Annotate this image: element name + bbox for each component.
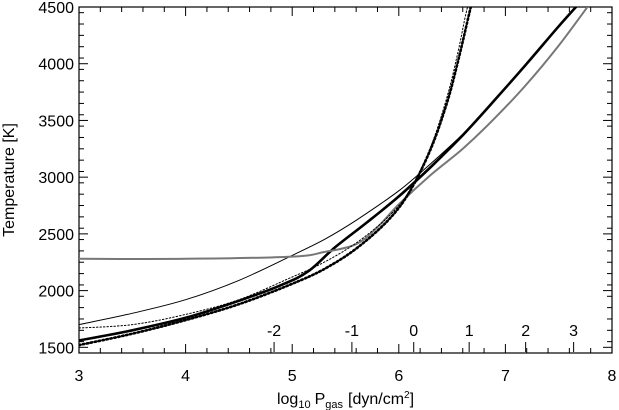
y-axis-label: Temperature [K]	[1, 123, 18, 237]
axis-ticks: 3 4 5 6 7 8 1500 2000 2500 3000 3500 4000 4500	[38, 0, 616, 385]
y-tick-label: 3500	[38, 113, 74, 130]
series-layer	[79, 7, 589, 347]
inner-scale-label: 2	[521, 323, 530, 340]
x-tick-label: 5	[288, 368, 297, 385]
series-line-4	[79, 7, 473, 347]
y-tick-label: 4000	[38, 57, 74, 74]
x-label-unit-sup: 2	[404, 390, 410, 401]
inner-scale-label: 0	[409, 323, 418, 340]
inner-scale-label: 1	[465, 323, 474, 340]
x-tick-label: 3	[75, 368, 84, 385]
series-line-1	[79, 7, 578, 342]
y-tick-label: 3000	[38, 170, 74, 187]
x-label-main: log	[277, 391, 298, 408]
series-line-5	[79, 7, 469, 329]
x-label-base: 10	[298, 399, 310, 410]
x-axis-label: log10 Pgas [dyn/cm2]	[277, 390, 414, 410]
inner-scale-label: -2	[267, 323, 281, 340]
y-tick-label: 1500	[38, 340, 74, 357]
inner-scale-label: 3	[569, 323, 578, 340]
x-tick-label: 7	[501, 368, 510, 385]
series-line-3	[79, 7, 589, 260]
x-tick-label: 8	[608, 368, 617, 385]
x-label-var-sub: gas	[325, 399, 343, 410]
inner-scale: -2 -1 0 1 2 3	[267, 323, 578, 352]
series-line-2	[79, 64, 528, 326]
x-label-var: P	[315, 391, 326, 408]
y-tick-label: 2500	[38, 227, 74, 244]
x-label-unit-close: ]	[410, 391, 414, 408]
inner-scale-label: -1	[345, 323, 359, 340]
x-label-unit-open: [dyn/cm	[348, 391, 404, 408]
plot-frame	[78, 6, 613, 354]
y-tick-label: 2000	[38, 284, 74, 301]
y-tick-label: 4500	[38, 0, 74, 17]
x-tick-label: 6	[394, 368, 403, 385]
x-tick-label: 4	[181, 368, 190, 385]
